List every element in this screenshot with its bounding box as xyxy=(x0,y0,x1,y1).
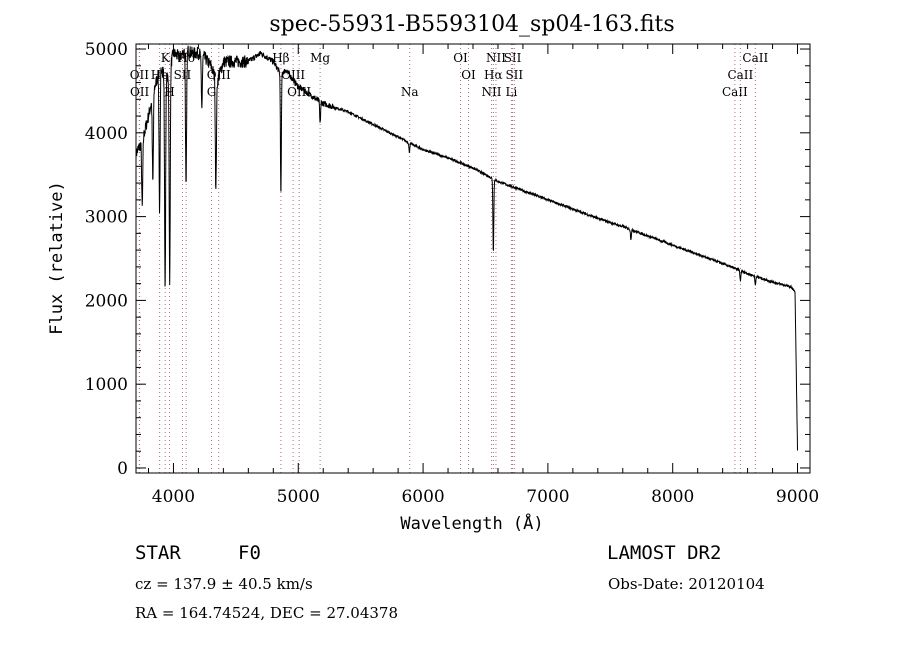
marker-label: Li xyxy=(506,85,518,99)
object-subclass: F0 xyxy=(238,542,261,564)
marker-label: OII xyxy=(130,68,150,82)
marker-label: NII xyxy=(486,51,506,65)
spectrum-line xyxy=(135,45,798,451)
marker-label: Mg xyxy=(310,51,330,65)
marker-label: K xyxy=(161,51,171,65)
x-tick-label: 4000 xyxy=(152,487,195,507)
marker-label: H xyxy=(164,85,174,99)
survey-name: LAMOST DR2 xyxy=(607,542,722,564)
coordinates: RA = 164.74524, DEC = 27.04378 xyxy=(135,604,399,622)
x-axis-label: Wavelength (Å) xyxy=(400,512,543,534)
marker-label: Hβ xyxy=(272,51,289,65)
x-tick-label: 8000 xyxy=(651,487,694,507)
x-axis: 4000 5000 6000 7000 8000 9000 xyxy=(147,44,819,507)
x-tick-label: 7000 xyxy=(526,487,569,507)
marker-label: SII xyxy=(505,68,523,82)
marker-label: Na xyxy=(401,85,419,99)
y-tick-label: 4000 xyxy=(85,124,128,144)
x-tick-label: 6000 xyxy=(401,487,444,507)
marker-label: OII xyxy=(130,85,150,99)
marker-label: Hα xyxy=(484,68,503,82)
spectrum-series xyxy=(135,45,798,451)
obs-date: Obs-Date: 20120104 xyxy=(608,575,765,593)
x-tick-label: 9000 xyxy=(776,487,819,507)
y-axis-label: Flux (relative) xyxy=(47,181,67,335)
marker-label: SII xyxy=(174,68,192,82)
x-tick-label: 5000 xyxy=(277,487,320,507)
y-axis: 0 1000 2000 3000 4000 5000 xyxy=(85,40,810,479)
marker-label: CaII xyxy=(742,51,768,65)
marker-label: SII xyxy=(504,51,522,65)
marker-label: He xyxy=(151,68,169,82)
marker-label: CaII xyxy=(722,85,748,99)
y-tick-label: 5000 xyxy=(85,40,128,60)
chart-title: spec-55931-B5593104_sp04-163.fits xyxy=(269,12,674,37)
marker-label: CaII xyxy=(727,68,753,82)
y-tick-label: 0 xyxy=(117,459,128,479)
y-tick-label: 1000 xyxy=(85,375,128,395)
y-tick-label: 2000 xyxy=(85,291,128,311)
redshift-text: cz = 137.9 ± 40.5 km/s xyxy=(135,575,313,593)
marker-label: G xyxy=(207,85,217,99)
marker-label: NII xyxy=(481,85,501,99)
marker-label: OI xyxy=(461,68,476,82)
object-class: STAR xyxy=(135,542,181,564)
y-tick-label: 3000 xyxy=(85,208,128,228)
marker-label: OI xyxy=(453,51,468,65)
